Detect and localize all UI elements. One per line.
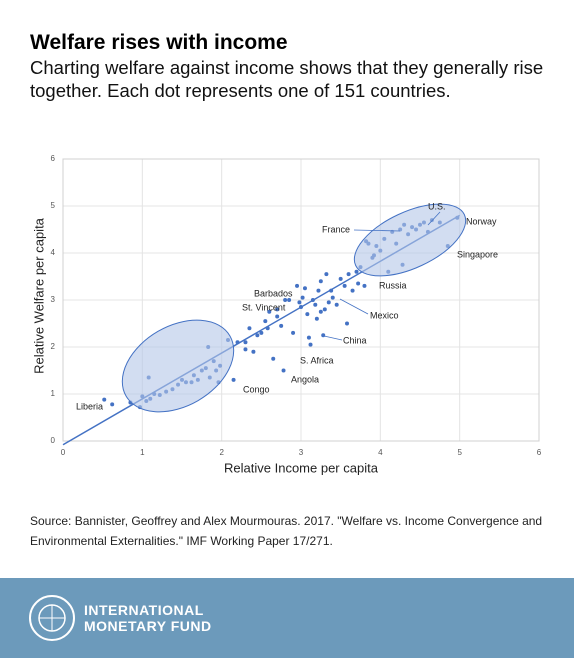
- point: [275, 307, 280, 312]
- point: [267, 309, 272, 314]
- x-tick-label: 2: [219, 448, 224, 457]
- chart: 0 1 2 3 4 5 6 0 1 2 3 4 5 6 U.S. Norway France Singap…: [31, 154, 542, 475]
- imf-logo: [29, 595, 75, 641]
- annotation: Liberia: [76, 401, 103, 411]
- point: [102, 397, 107, 402]
- point: [305, 312, 310, 317]
- point: [342, 283, 347, 288]
- point: [243, 347, 248, 352]
- point: [362, 283, 367, 288]
- imf-line: INTERNATIONAL: [84, 602, 204, 618]
- point: [318, 279, 323, 284]
- point: [255, 333, 260, 338]
- y-tick-label: 3: [51, 295, 56, 304]
- point: [291, 330, 296, 335]
- annotation: Angola: [291, 374, 319, 384]
- x-tick-label: 0: [61, 448, 66, 457]
- point: [338, 276, 343, 281]
- point: [330, 295, 335, 300]
- point: [281, 368, 286, 373]
- point: [275, 314, 280, 319]
- x-tick-label: 3: [299, 448, 304, 457]
- point: [318, 309, 323, 314]
- point: [345, 321, 350, 326]
- annotation: China: [343, 335, 367, 345]
- point: [243, 340, 248, 345]
- point: [329, 288, 334, 293]
- point: [235, 340, 240, 345]
- subtitle: Charting welfare against income shows th…: [30, 57, 544, 101]
- annotation: Mexico: [370, 310, 399, 320]
- point: [310, 298, 315, 302]
- axes: 0 1 2 3 4 5 6 0 1 2 3 4 5 6: [51, 154, 542, 457]
- y-tick-label: 2: [51, 342, 56, 351]
- point: [110, 402, 115, 407]
- x-tick-label: 6: [537, 448, 542, 457]
- point: [313, 302, 318, 307]
- x-tick-label: 4: [378, 448, 383, 457]
- annotation: Congo: [243, 384, 270, 394]
- point: [300, 295, 305, 300]
- annotation: St. Vincent: [242, 302, 286, 312]
- source: Source: Bannister, Geoffrey and Alex Mou…: [30, 514, 543, 548]
- x-axis-label: Relative Income per capita: [224, 460, 379, 475]
- x-tick-label: 1: [140, 448, 145, 457]
- plot-border: [62, 158, 540, 442]
- footer: INTERNATIONAL MONETARY FUND: [0, 578, 574, 658]
- title: Welfare rises with income: [30, 31, 288, 54]
- point: [334, 302, 339, 307]
- point: [279, 323, 284, 328]
- point: [356, 281, 361, 286]
- leader-line: [323, 335, 343, 341]
- leaders: [323, 211, 441, 341]
- y-tick-label: 6: [51, 154, 56, 163]
- point: [306, 335, 311, 340]
- point: [283, 298, 288, 302]
- highlight-ellipse: [121, 319, 235, 413]
- annotation: U.S.: [428, 201, 446, 211]
- point: [287, 298, 292, 302]
- point: [321, 333, 326, 338]
- point: [247, 326, 252, 331]
- point: [295, 283, 300, 288]
- point: [263, 319, 268, 324]
- imf-line: MONETARY FUND: [84, 618, 212, 634]
- annotations: U.S. Norway France Singapore Russia Barb…: [76, 201, 498, 411]
- point: [259, 330, 264, 335]
- annotation: France: [322, 224, 350, 234]
- point: [350, 288, 355, 293]
- point: [316, 288, 321, 293]
- leader-line: [339, 298, 369, 315]
- leader-line: [353, 229, 401, 232]
- point: [299, 305, 303, 310]
- x-tick-label: 5: [457, 448, 462, 457]
- annotation: Norway: [466, 216, 497, 226]
- y-tick-label: 0: [51, 436, 56, 445]
- annotation: Singapore: [457, 249, 498, 259]
- point: [354, 269, 359, 274]
- y-tick-label: 1: [51, 389, 56, 398]
- y-tick-label: 4: [51, 248, 56, 257]
- point: [314, 316, 319, 321]
- point: [324, 272, 329, 277]
- point: [308, 342, 313, 347]
- annotation: Barbados: [254, 288, 293, 298]
- point: [251, 349, 256, 354]
- point: [302, 286, 307, 291]
- leader-line: [427, 211, 441, 226]
- point: [271, 356, 276, 361]
- imf-name: INTERNATIONAL MONETARY FUND: [84, 602, 212, 634]
- y-axis-label: Relative Welfare per capita: [31, 217, 46, 374]
- point: [297, 300, 302, 305]
- point: [322, 307, 327, 312]
- point: [346, 272, 351, 277]
- y-tick-label: 5: [51, 201, 56, 210]
- point: [326, 300, 331, 305]
- annotation: Russia: [379, 280, 407, 290]
- highlight-ellipse: [353, 203, 467, 277]
- point: [231, 377, 236, 382]
- point: [265, 326, 270, 331]
- annotation: S. Africa: [300, 355, 334, 365]
